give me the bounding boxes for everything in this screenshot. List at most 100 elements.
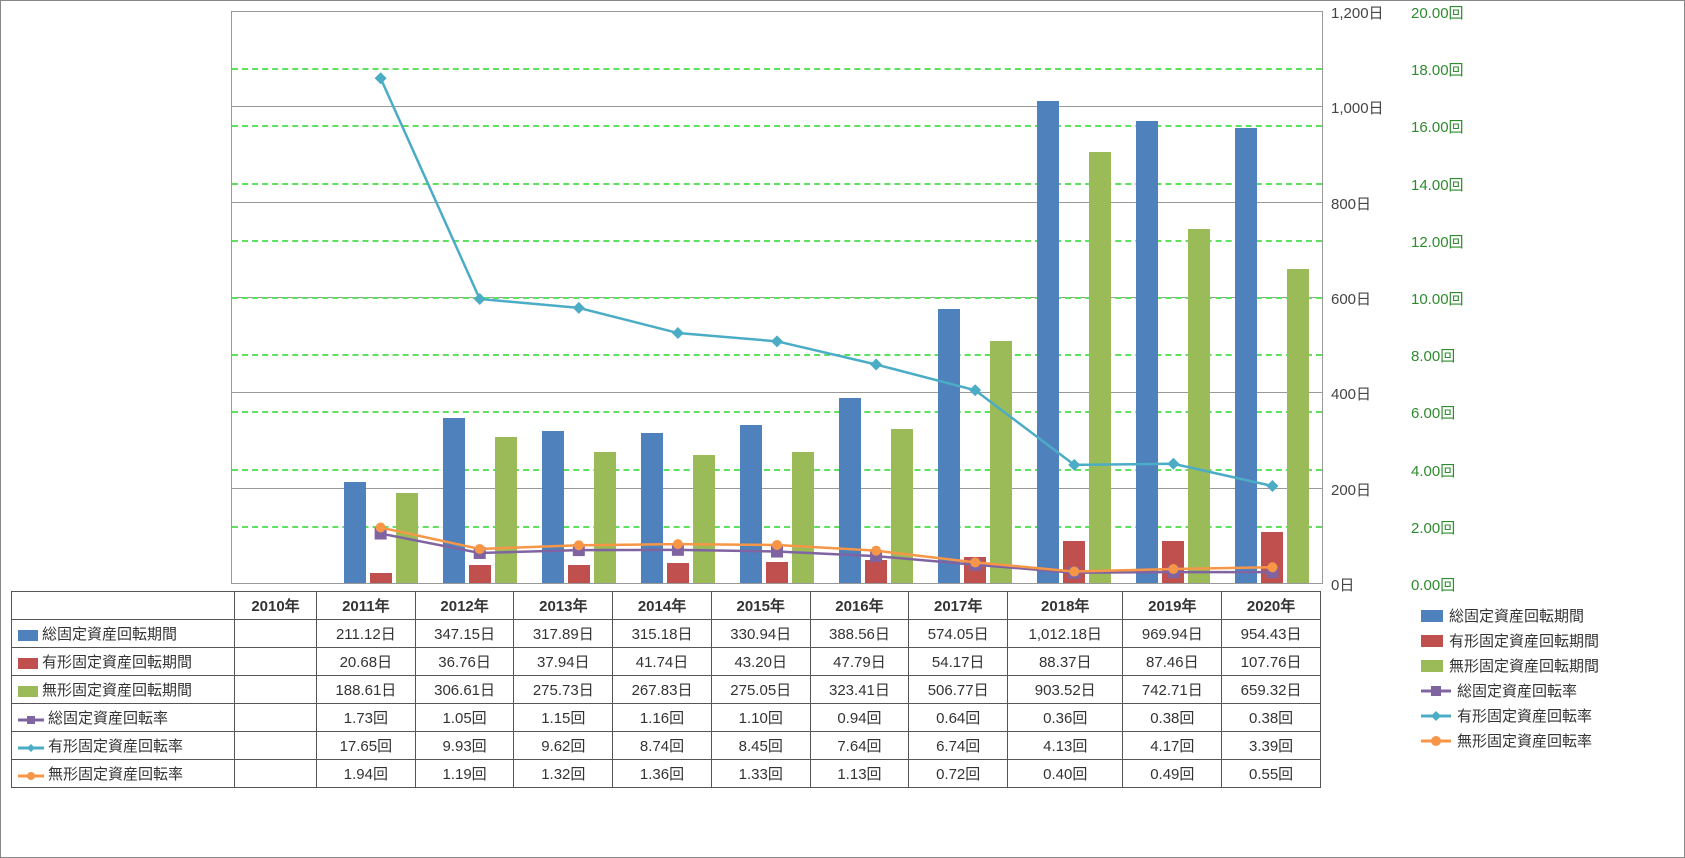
legend-label: 無形固定資産回転率 (1457, 730, 1592, 751)
legend-swatch (1421, 660, 1443, 672)
legend-label: 有形固定資産回転率 (1457, 705, 1592, 726)
data-cell (235, 676, 317, 704)
series-header: 無形固定資産回転率 (12, 760, 235, 788)
data-cell: 317.89日 (514, 620, 613, 648)
data-cell: 54.17日 (909, 648, 1008, 676)
data-cell: 742.71日 (1123, 676, 1222, 704)
data-cell (235, 732, 317, 760)
series-name: 有形固定資産回転期間 (42, 654, 192, 671)
legend: 総固定資産回転期間有形固定資産回転期間無形固定資産回転期間総固定資産回転率有形固… (1421, 603, 1671, 753)
data-cell: 8.74回 (613, 732, 712, 760)
secondary-axis-tick: 12.00回 (1411, 231, 1464, 252)
series-header: 有形固定資産回転率 (12, 732, 235, 760)
primary-axis-tick: 1,000日 (1331, 97, 1384, 118)
data-cell: 275.05日 (711, 676, 810, 704)
data-cell: 6.74回 (909, 732, 1008, 760)
x-axis-label: 2020年 (1222, 592, 1321, 620)
chart-container: 0日200日400日600日800日1,000日1,200日 0.00回2.00… (0, 0, 1685, 858)
data-cell: 0.38回 (1123, 704, 1222, 732)
data-cell: 36.76日 (415, 648, 514, 676)
data-cell: 0.38回 (1222, 704, 1321, 732)
data-cell: 107.76日 (1222, 648, 1321, 676)
table-row: 有形固定資産回転期間 20.68日36.76日37.94日41.74日43.20日… (12, 648, 1321, 676)
data-cell: 43.20日 (711, 648, 810, 676)
data-cell: 323.41日 (810, 676, 909, 704)
x-axis-label: 2013年 (514, 592, 613, 620)
legend-item: 無形固定資産回転率 (1421, 728, 1671, 753)
data-cell: 1.05回 (415, 704, 514, 732)
x-axis-label: 2015年 (711, 592, 810, 620)
data-cell: 388.56日 (810, 620, 909, 648)
data-cell: 659.32日 (1222, 676, 1321, 704)
data-cell: 1.32回 (514, 760, 613, 788)
data-cell: 9.93回 (415, 732, 514, 760)
secondary-axis-tick: 6.00回 (1411, 402, 1455, 423)
data-cell: 0.72回 (909, 760, 1008, 788)
data-table: 2010年2011年2012年2013年2014年2015年2016年2017年… (11, 591, 1321, 788)
data-cell: 903.52日 (1008, 676, 1123, 704)
data-cell: 969.94日 (1123, 620, 1222, 648)
legend-item: 総固定資産回転率 (1421, 678, 1671, 703)
plot-area (231, 11, 1323, 584)
legend-item: 有形固定資産回転率 (1421, 703, 1671, 728)
series-name: 総固定資産回転期間 (42, 626, 177, 643)
data-cell: 1,012.18日 (1008, 620, 1123, 648)
data-cell: 330.94日 (711, 620, 810, 648)
data-cell: 37.94日 (514, 648, 613, 676)
data-cell: 1.73回 (317, 704, 416, 732)
table-row: 有形固定資産回転率17.65回9.93回9.62回8.74回8.45回7.64回… (12, 732, 1321, 760)
x-axis-label: 2011年 (317, 592, 416, 620)
table-row: 無形固定資産回転率1.94回1.19回1.32回1.36回1.33回1.13回0… (12, 760, 1321, 788)
data-cell: 0.94回 (810, 704, 909, 732)
data-cell: 306.61日 (415, 676, 514, 704)
x-axis-label: 2010年 (235, 592, 317, 620)
data-cell: 0.49回 (1123, 760, 1222, 788)
legend-item: 総固定資産回転期間 (1421, 603, 1671, 628)
data-cell: 9.62回 (514, 732, 613, 760)
series-swatch (18, 630, 38, 641)
secondary-axis-tick: 4.00回 (1411, 460, 1455, 481)
legend-label: 有形固定資産回転期間 (1449, 630, 1599, 651)
series-name: 有形固定資産回転率 (48, 738, 183, 755)
data-cell: 211.12日 (317, 620, 416, 648)
primary-axis-tick: 1,200日 (1331, 2, 1384, 23)
primary-axis-tick: 800日 (1331, 193, 1371, 214)
primary-axis-tick: 400日 (1331, 383, 1371, 404)
data-cell: 87.46日 (1123, 648, 1222, 676)
data-cell: 1.19回 (415, 760, 514, 788)
x-axis-label: 2012年 (415, 592, 514, 620)
table-header-row: 2010年2011年2012年2013年2014年2015年2016年2017年… (12, 592, 1321, 620)
data-cell: 188.61日 (317, 676, 416, 704)
data-cell: 0.55回 (1222, 760, 1321, 788)
data-cell: 1.36回 (613, 760, 712, 788)
legend-item: 有形固定資産回転期間 (1421, 628, 1671, 653)
data-cell: 1.15回 (514, 704, 613, 732)
data-cell: 315.18日 (613, 620, 712, 648)
data-cell: 574.05日 (909, 620, 1008, 648)
secondary-axis-tick: 18.00回 (1411, 59, 1464, 80)
table-row: 総固定資産回転期間211.12日347.15日317.89日315.18日330… (12, 620, 1321, 648)
series-swatch (18, 741, 44, 753)
data-cell (235, 648, 317, 676)
series-name: 無形固定資産回転期間 (42, 682, 192, 699)
data-cell: 47.79日 (810, 648, 909, 676)
primary-axis-tick: 0日 (1331, 574, 1354, 595)
legend-swatch (1421, 635, 1443, 647)
series-header: 有形固定資産回転期間 (12, 648, 235, 676)
x-axis-label: 2019年 (1123, 592, 1222, 620)
data-cell: 20.68日 (317, 648, 416, 676)
data-cell: 4.17回 (1123, 732, 1222, 760)
table-row: 総固定資産回転率1.73回1.05回1.15回1.16回1.10回0.94回0.… (12, 704, 1321, 732)
secondary-axis-tick: 0.00回 (1411, 574, 1455, 595)
series-swatch (18, 769, 44, 781)
data-cell (235, 760, 317, 788)
legend-item: 無形固定資産回転期間 (1421, 653, 1671, 678)
data-cell: 1.94回 (317, 760, 416, 788)
x-axis-label: 2017年 (909, 592, 1008, 620)
x-axis-label: 2014年 (613, 592, 712, 620)
series-swatch (18, 658, 38, 669)
data-cell: 506.77日 (909, 676, 1008, 704)
legend-label: 無形固定資産回転期間 (1449, 655, 1599, 676)
primary-axis-tick: 600日 (1331, 288, 1371, 309)
data-cell: 41.74日 (613, 648, 712, 676)
